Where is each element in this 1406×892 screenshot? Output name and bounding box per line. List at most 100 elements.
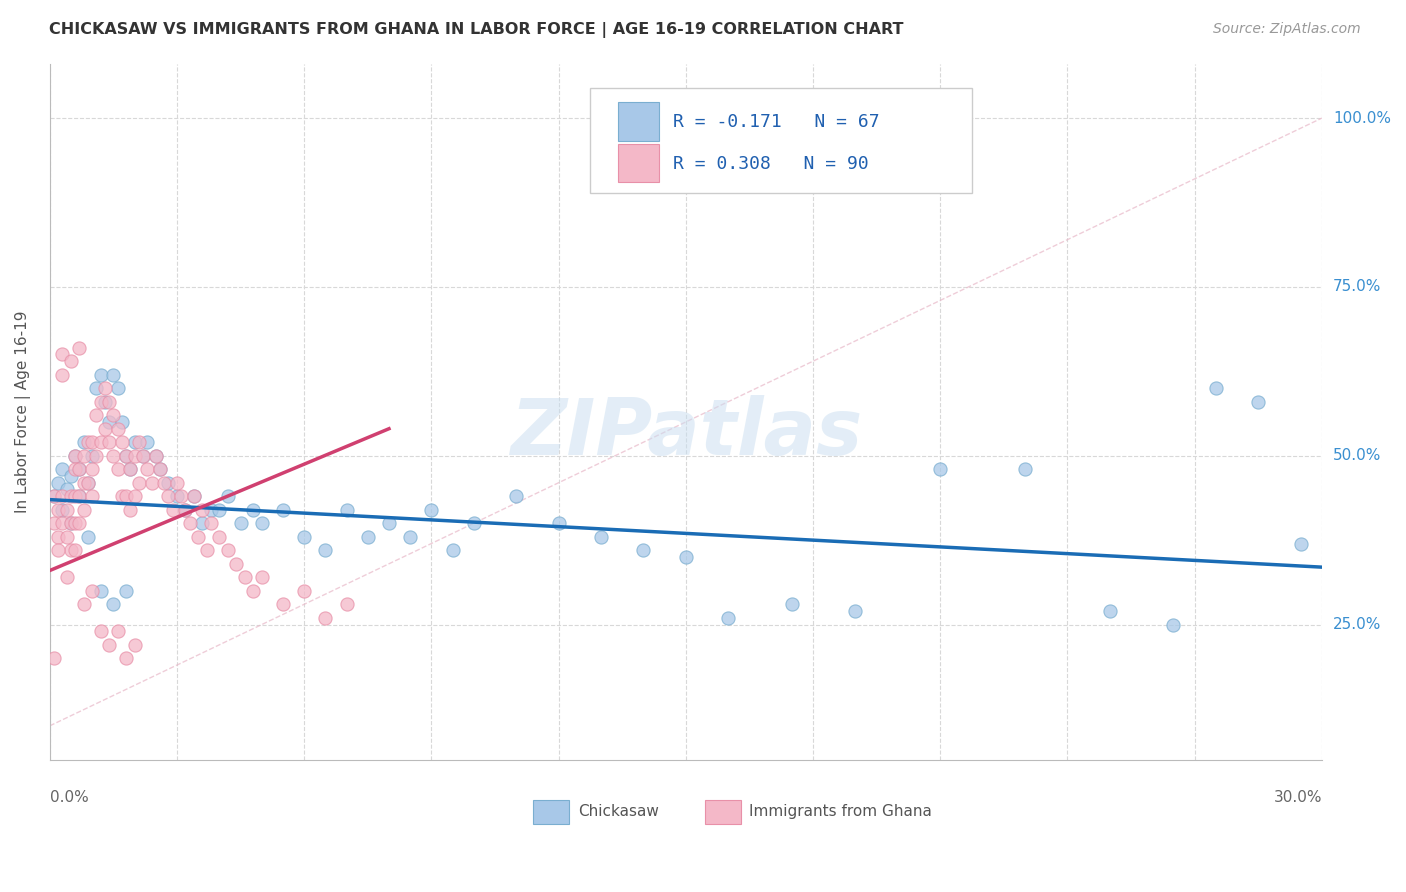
Point — [1014, 462, 1036, 476]
Point — [55, 483, 77, 497]
Point — [94, 394, 117, 409]
Point — [399, 530, 422, 544]
Point — [90, 368, 112, 382]
Point — [67, 462, 90, 476]
Point — [115, 449, 138, 463]
Point — [195, 543, 218, 558]
Point — [55, 530, 77, 544]
Point — [225, 557, 247, 571]
Point — [111, 489, 134, 503]
Point — [174, 502, 197, 516]
Point — [86, 449, 108, 463]
Point — [86, 408, 108, 422]
Point — [1098, 604, 1121, 618]
Point — [314, 543, 336, 558]
Point — [63, 449, 86, 463]
Text: 30.0%: 30.0% — [1274, 790, 1322, 805]
Point — [292, 583, 315, 598]
FancyBboxPatch shape — [619, 103, 659, 141]
Point — [107, 624, 129, 639]
Point — [86, 381, 108, 395]
Point — [59, 516, 82, 531]
Text: R = 0.308   N = 90: R = 0.308 N = 90 — [673, 154, 869, 172]
Point — [67, 341, 90, 355]
Point — [115, 489, 138, 503]
Point — [191, 516, 214, 531]
Point — [250, 570, 273, 584]
Text: 25.0%: 25.0% — [1333, 617, 1381, 632]
Point — [63, 449, 86, 463]
Point — [46, 543, 69, 558]
Point — [217, 489, 239, 503]
Point — [589, 530, 612, 544]
FancyBboxPatch shape — [619, 144, 659, 182]
Point — [183, 489, 205, 503]
Text: R = -0.171   N = 67: R = -0.171 N = 67 — [673, 112, 880, 131]
Point — [200, 502, 222, 516]
Point — [1289, 536, 1312, 550]
Point — [73, 475, 96, 490]
Point — [174, 502, 197, 516]
Point — [59, 354, 82, 368]
Point — [357, 530, 380, 544]
Point — [124, 638, 146, 652]
Point — [420, 502, 443, 516]
Point — [107, 462, 129, 476]
Point — [103, 368, 125, 382]
Point — [149, 462, 172, 476]
Point — [42, 651, 65, 665]
Point — [51, 489, 73, 503]
Point — [208, 530, 231, 544]
Point — [46, 502, 69, 516]
Point — [46, 475, 69, 490]
Point — [166, 489, 188, 503]
Point — [1247, 394, 1270, 409]
Point — [63, 462, 86, 476]
Point — [107, 381, 129, 395]
Point — [59, 543, 82, 558]
Point — [77, 530, 100, 544]
Point — [115, 449, 138, 463]
Point — [51, 516, 73, 531]
Point — [115, 651, 138, 665]
Point — [505, 489, 527, 503]
Point — [82, 489, 104, 503]
Point — [77, 435, 100, 450]
Point — [1205, 381, 1227, 395]
Point — [51, 502, 73, 516]
Point — [145, 449, 167, 463]
Point — [463, 516, 485, 531]
Point — [51, 462, 73, 476]
Point — [124, 449, 146, 463]
Text: ZIPatlas: ZIPatlas — [510, 394, 862, 471]
Point — [67, 462, 90, 476]
Point — [132, 449, 155, 463]
Point — [90, 394, 112, 409]
Point — [120, 502, 142, 516]
Point — [233, 570, 256, 584]
Point — [141, 475, 163, 490]
Point — [73, 449, 96, 463]
Point — [67, 489, 90, 503]
Point — [187, 530, 209, 544]
Text: 75.0%: 75.0% — [1333, 279, 1381, 294]
Point — [111, 415, 134, 429]
Point — [153, 475, 176, 490]
Point — [157, 489, 180, 503]
Point — [51, 368, 73, 382]
Point — [42, 489, 65, 503]
Point — [242, 583, 264, 598]
FancyBboxPatch shape — [704, 800, 741, 824]
Text: Source: ZipAtlas.com: Source: ZipAtlas.com — [1213, 22, 1361, 37]
Point — [208, 502, 231, 516]
Point — [55, 502, 77, 516]
Point — [94, 422, 117, 436]
Point — [42, 489, 65, 503]
Point — [157, 475, 180, 490]
Point — [98, 394, 121, 409]
Point — [51, 347, 73, 361]
Point — [675, 549, 697, 564]
Point — [63, 543, 86, 558]
Text: 50.0%: 50.0% — [1333, 448, 1381, 463]
Point — [547, 516, 569, 531]
